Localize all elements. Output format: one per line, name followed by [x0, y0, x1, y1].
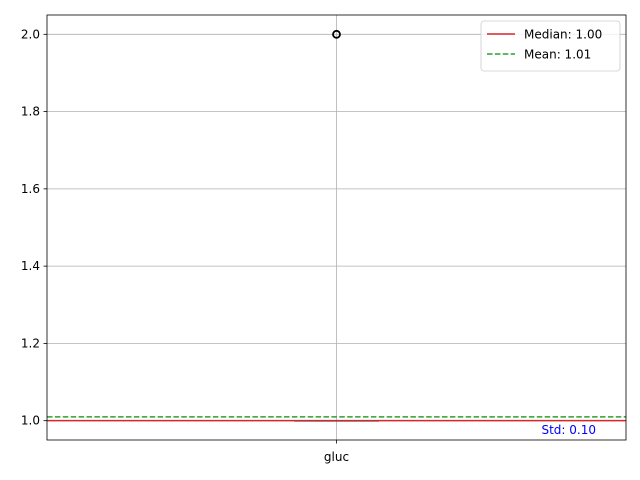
legend-label: Mean: 1.01	[524, 48, 591, 62]
std-annotation: Std: 0.10	[541, 423, 596, 437]
y-tick-label: 1.2	[21, 336, 40, 350]
axes-frame	[46, 14, 627, 441]
legend-box	[480, 20, 621, 72]
y-tick-label: 2.0	[21, 27, 40, 41]
y-tick-label: 1.6	[21, 182, 40, 196]
y-tick-label: 1.8	[21, 105, 40, 119]
legend-label: Median: 1.00	[524, 28, 602, 42]
x-tick-label: gluc	[324, 450, 349, 464]
y-tick-label: 1.0	[21, 414, 40, 428]
outlier-point	[332, 29, 341, 39]
y-tick-label: 1.4	[21, 259, 40, 273]
